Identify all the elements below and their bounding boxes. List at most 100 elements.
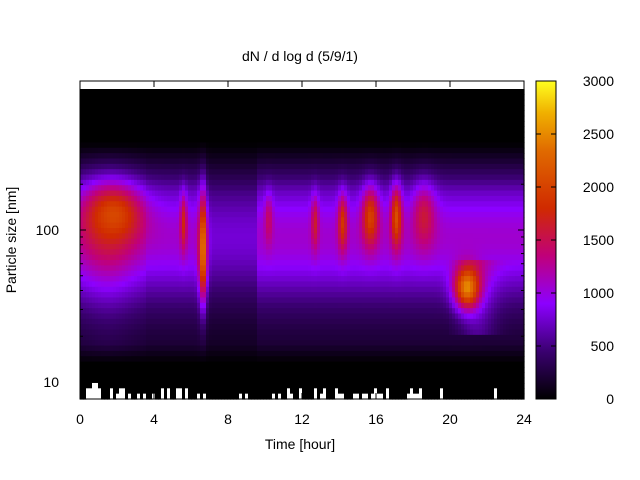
- heatmap-cell: [302, 334, 306, 341]
- heatmap-cell: [200, 217, 204, 224]
- heatmap-cell: [152, 99, 156, 106]
- heatmap-cell: [158, 105, 162, 111]
- heatmap-cell: [182, 382, 186, 389]
- heatmap-cell: [89, 137, 93, 144]
- heatmap-cell: [290, 356, 294, 363]
- heatmap-cell: [227, 318, 231, 325]
- heatmap-cell: [299, 153, 303, 160]
- heatmap-cell: [194, 179, 198, 186]
- heatmap-cell: [149, 318, 153, 325]
- heatmap-cell: [116, 372, 120, 379]
- heatmap-cell: [101, 318, 105, 325]
- heatmap-cell: [284, 260, 288, 266]
- heatmap-cell: [221, 121, 225, 128]
- heatmap-cell: [155, 142, 159, 149]
- heatmap-cell: [329, 382, 333, 389]
- heatmap-cell: [131, 158, 135, 165]
- heatmap-cell: [164, 334, 168, 341]
- heatmap-cell: [119, 324, 123, 331]
- heatmap-cell: [275, 110, 279, 117]
- heatmap-cell: [92, 233, 96, 240]
- heatmap-cell: [149, 313, 153, 320]
- heatmap-cell: [215, 153, 219, 160]
- heatmap-cell: [239, 147, 243, 154]
- heatmap-cell: [236, 227, 240, 234]
- heatmap-cell: [242, 281, 246, 288]
- heatmap-cell: [155, 147, 159, 154]
- heatmap-cell: [179, 361, 183, 368]
- heatmap-cell: [128, 254, 132, 261]
- heatmap-cell: [164, 110, 168, 117]
- heatmap-cell: [245, 345, 249, 352]
- heatmap-cell: [155, 195, 159, 202]
- heatmap-cell: [212, 227, 216, 234]
- heatmap-cell: [311, 131, 315, 138]
- heatmap-cell: [239, 388, 243, 395]
- heatmap-cell: [209, 281, 213, 288]
- heatmap-cell: [131, 249, 135, 256]
- heatmap-cell: [206, 121, 210, 128]
- heatmap-cell: [119, 217, 123, 224]
- heatmap-cell: [326, 158, 330, 165]
- heatmap-cell: [122, 99, 126, 106]
- heatmap-cell: [185, 265, 189, 272]
- heatmap-cell: [269, 281, 273, 288]
- heatmap-cell: [305, 147, 309, 154]
- heatmap-cell: [317, 345, 321, 352]
- heatmap-cell: [326, 292, 330, 299]
- heatmap-cell: [215, 110, 219, 117]
- heatmap-cell: [98, 324, 102, 331]
- heatmap-cell: [248, 388, 252, 395]
- heatmap-cell: [182, 227, 186, 234]
- heatmap-cell: [170, 147, 174, 154]
- heatmap-cell: [128, 110, 132, 117]
- heatmap-cell: [332, 158, 336, 165]
- heatmap-cell: [158, 158, 162, 165]
- heatmap-cell: [323, 334, 327, 341]
- heatmap-cell: [308, 227, 312, 234]
- heatmap-cell: [230, 174, 234, 181]
- heatmap-cell: [89, 94, 93, 101]
- heatmap-cell: [131, 201, 135, 208]
- heatmap-cell: [86, 158, 90, 165]
- heatmap-cell: [173, 276, 177, 283]
- heatmap-cell: [83, 222, 87, 229]
- heatmap-cell: [236, 388, 240, 395]
- heatmap-cell: [92, 329, 96, 336]
- heatmap-cell: [89, 163, 93, 170]
- heatmap-cell: [137, 131, 141, 138]
- heatmap-cell: [278, 361, 282, 368]
- heatmap-cell: [260, 329, 264, 336]
- heatmap-cell: [185, 308, 189, 315]
- heatmap-cell: [137, 195, 141, 202]
- heatmap-cell: [257, 185, 261, 192]
- heatmap-cell: [182, 361, 186, 368]
- heatmap-cell: [233, 260, 237, 266]
- heatmap-cell: [269, 137, 273, 144]
- heatmap-cell: [200, 297, 204, 304]
- heatmap-cell: [251, 163, 255, 170]
- heatmap-cell: [176, 260, 180, 266]
- heatmap-cell: [230, 153, 234, 160]
- heatmap-cell: [314, 324, 318, 331]
- heatmap-cell: [188, 233, 192, 240]
- heatmap-cell: [188, 163, 192, 170]
- heatmap-cell: [125, 276, 129, 283]
- heatmap-cell: [86, 297, 90, 304]
- heatmap-cell: [332, 260, 336, 266]
- heatmap-cell: [203, 302, 207, 309]
- heatmap-cell: [134, 276, 138, 283]
- heatmap-cell: [203, 260, 207, 266]
- heatmap-cell: [248, 324, 252, 331]
- heatmap-cell: [278, 89, 282, 95]
- heatmap-cell: [305, 313, 309, 320]
- heatmap-cell: [293, 105, 297, 111]
- heatmap-cell: [332, 153, 336, 160]
- heatmap-cell: [320, 121, 324, 128]
- heatmap-cell: [314, 281, 318, 288]
- heatmap-cell: [92, 334, 96, 341]
- heatmap-cell: [215, 318, 219, 325]
- heatmap-cell: [254, 377, 258, 384]
- heatmap-cell: [176, 270, 180, 277]
- heatmap-cell: [275, 195, 279, 202]
